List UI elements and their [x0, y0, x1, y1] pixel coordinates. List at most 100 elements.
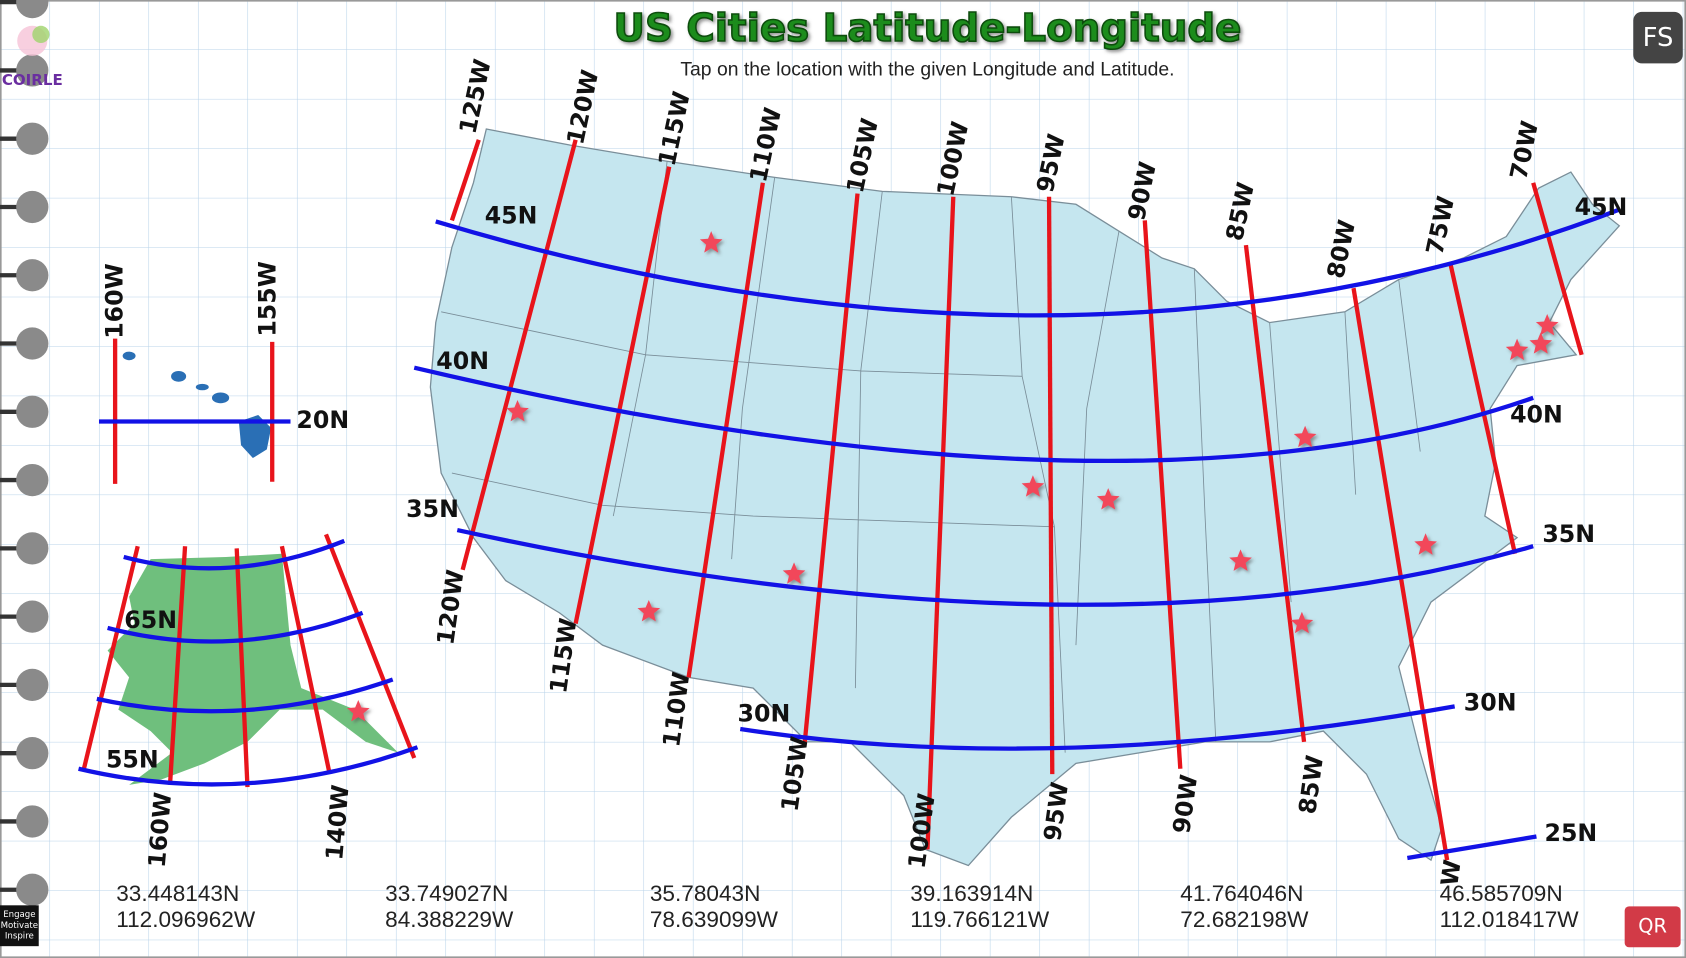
city-star[interactable]	[782, 562, 806, 584]
longitude-text[interactable]: 112.018417W	[1440, 907, 1580, 932]
longitude-line	[1448, 262, 1518, 555]
coordinate-label: 25N	[1545, 819, 1598, 847]
longitude-text[interactable]: 72.682198W	[1180, 907, 1309, 932]
badge-text: Motivate	[1, 921, 38, 931]
longitude-line	[925, 196, 956, 850]
longitude-text[interactable]: 119.766121W	[910, 907, 1050, 932]
latitude-text[interactable]: 41.764046N	[1180, 881, 1303, 906]
ring-hole	[16, 463, 49, 497]
latitude-text[interactable]: 39.163914N	[910, 881, 1033, 906]
coordinate-label: 40N	[436, 347, 489, 375]
latitude-text[interactable]: 46.585709N	[1440, 881, 1563, 906]
longitude-line	[324, 533, 417, 759]
ring-hole	[16, 532, 49, 565]
ring-hole	[16, 600, 49, 633]
latitude-line	[123, 538, 346, 571]
longitude-text[interactable]: 84.388229W	[385, 907, 514, 932]
ring-hole	[16, 805, 49, 838]
coordinate-label: 65N	[124, 606, 177, 634]
notebook-rings	[0, 0, 49, 906]
coordinate-label: 30N	[1464, 689, 1517, 717]
subtitle: Tap on the location with the given Longi…	[680, 58, 1174, 80]
longitude-line	[279, 545, 332, 773]
coordinate-label: 35N	[1542, 520, 1595, 548]
city-targets	[346, 231, 1559, 722]
longitude-line	[449, 139, 481, 222]
city-star[interactable]	[699, 231, 723, 253]
city-star[interactable]	[1293, 425, 1317, 448]
ring-hole	[16, 873, 49, 906]
latitude-line	[739, 704, 1456, 751]
longitude-text[interactable]: 112.096962W	[116, 907, 256, 932]
badge-text: Inspire	[5, 932, 34, 942]
qr-button[interactable]: QR	[1624, 906, 1681, 948]
latitude-line	[435, 207, 1621, 318]
ring-hole	[16, 190, 49, 224]
ring-hole	[16, 0, 49, 19]
city-star[interactable]	[1229, 549, 1252, 571]
coordinate-label: 155W	[253, 261, 281, 336]
latitude-text[interactable]: 33.448143N	[116, 881, 239, 906]
coordinate-label: 20N	[296, 406, 349, 434]
qr-label[interactable]: QR	[1638, 914, 1667, 937]
coordinate-label: 140W	[320, 784, 354, 862]
title: US Cities Latitude-Longitude	[614, 6, 1242, 51]
city-star[interactable]	[1505, 338, 1529, 361]
city-star[interactable]	[1535, 313, 1559, 336]
coordinate-label: 40N	[1510, 401, 1563, 429]
city-star[interactable]	[1021, 475, 1045, 497]
coordinate-label: 45N	[1575, 193, 1628, 221]
city-star[interactable]	[1414, 533, 1437, 555]
ring-hole	[16, 668, 49, 702]
latitude-line	[456, 527, 1534, 607]
grid-lines	[78, 139, 1621, 861]
coordinate-label: 45N	[485, 202, 538, 230]
logo: COIRLE	[2, 25, 63, 89]
city-star[interactable]	[1529, 332, 1553, 354]
longitude-line	[573, 166, 672, 625]
ring-hole	[16, 54, 49, 87]
longitude-text[interactable]: 78.639099W	[650, 907, 779, 932]
coordinate-label: 30N	[738, 700, 791, 728]
latitude-line	[413, 365, 1534, 464]
city-star[interactable]	[1096, 488, 1120, 510]
city-star[interactable]	[1290, 611, 1314, 634]
ring-hole	[16, 327, 49, 360]
coordinate-label: 35N	[406, 495, 459, 523]
ring-hole	[16, 122, 49, 155]
latitude-text[interactable]: 33.749027N	[385, 881, 508, 906]
badge-text: Engage	[3, 910, 35, 920]
latitude-line	[107, 610, 364, 644]
coordinate-label: 55N	[106, 746, 159, 774]
city-star[interactable]	[637, 599, 661, 622]
city-star[interactable]	[346, 699, 370, 722]
ring-hole	[16, 737, 49, 770]
longitude-line	[1243, 244, 1307, 743]
latitude-line	[1406, 834, 1537, 861]
longitude-line	[1046, 196, 1055, 775]
longitude-line	[167, 546, 188, 786]
longitude-line	[81, 545, 140, 770]
coordinate-label: 160W	[143, 791, 177, 869]
fullscreen-label[interactable]: FS	[1643, 23, 1674, 53]
longitude-line	[460, 139, 578, 571]
fullscreen-button[interactable]: FS	[1633, 11, 1683, 64]
coordinate-label: 160W	[101, 263, 129, 338]
hawaii-islands	[122, 351, 272, 459]
badge: Engage Motivate Inspire	[0, 905, 39, 947]
longitude-line	[1351, 287, 1450, 861]
city-star[interactable]	[506, 399, 529, 422]
latitude-text[interactable]: 35.78043N	[650, 881, 761, 906]
state-borders	[441, 161, 1421, 753]
us-mainland	[429, 128, 1621, 867]
ring-hole	[16, 259, 49, 292]
